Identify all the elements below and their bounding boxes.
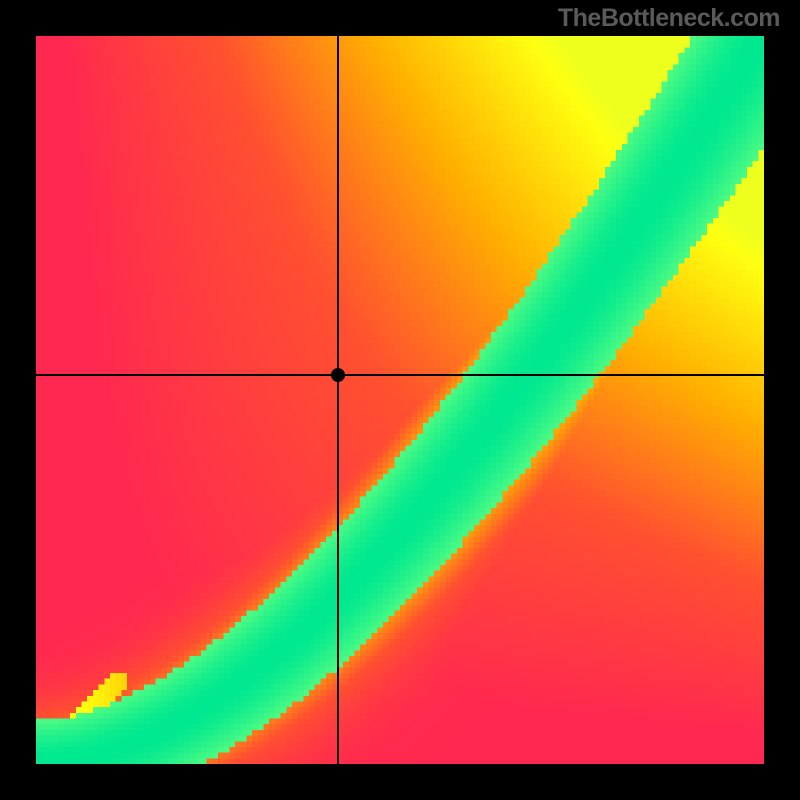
crosshair-horizontal — [36, 374, 764, 376]
bottleneck-heatmap — [36, 36, 764, 764]
watermark-text: TheBottleneck.com — [530, 4, 780, 33]
crosshair-marker — [331, 368, 345, 382]
crosshair-vertical — [337, 36, 339, 764]
